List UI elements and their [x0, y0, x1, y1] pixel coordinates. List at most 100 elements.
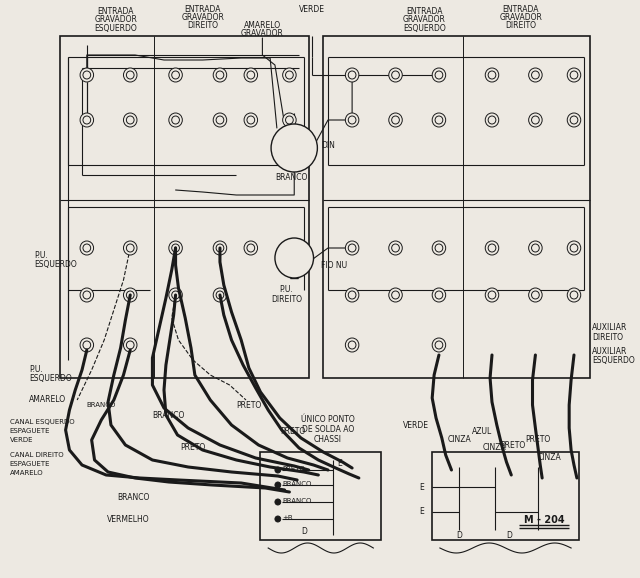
Text: VERDE: VERDE [299, 6, 324, 14]
Circle shape [124, 68, 137, 82]
Circle shape [291, 156, 298, 164]
Text: DIN: DIN [321, 142, 335, 150]
Circle shape [485, 68, 499, 82]
Text: GRAVADOR: GRAVADOR [403, 16, 446, 24]
Circle shape [567, 241, 580, 255]
Circle shape [80, 338, 93, 352]
Circle shape [529, 113, 542, 127]
Circle shape [275, 499, 281, 505]
Circle shape [485, 288, 499, 302]
Circle shape [432, 113, 445, 127]
Circle shape [388, 241, 403, 255]
Bar [60, 36, 308, 378]
Text: ENTRADA: ENTRADA [406, 8, 443, 17]
Text: BRANCO: BRANCO [86, 402, 116, 408]
Circle shape [169, 113, 182, 127]
Circle shape [300, 246, 308, 254]
Text: ESQUERDO: ESQUERDO [94, 24, 137, 32]
Circle shape [124, 113, 137, 127]
Text: PRETO: PRETO [236, 402, 262, 410]
Text: D: D [506, 531, 512, 539]
Bar [432, 452, 579, 540]
Text: CINZA: CINZA [483, 443, 507, 453]
Circle shape [432, 68, 445, 82]
Text: PRETO: PRETO [525, 435, 551, 444]
Circle shape [213, 68, 227, 82]
Text: ESQUERDO: ESQUERDO [29, 373, 72, 383]
Text: DIREITO: DIREITO [187, 21, 218, 31]
Text: CHASSI: CHASSI [314, 435, 342, 444]
Circle shape [124, 338, 137, 352]
Text: CINZA: CINZA [538, 454, 561, 462]
Text: DIREITO: DIREITO [271, 295, 302, 303]
Text: E: E [420, 483, 424, 491]
Text: ENTRADA: ENTRADA [502, 6, 539, 14]
Text: E: E [420, 507, 424, 517]
Circle shape [271, 124, 317, 172]
Text: BRANCO: BRANCO [117, 494, 150, 502]
Circle shape [567, 68, 580, 82]
Circle shape [346, 113, 359, 127]
Text: AMARELO: AMARELO [10, 470, 44, 476]
Text: AMARELO: AMARELO [244, 21, 281, 31]
Circle shape [567, 288, 580, 302]
Circle shape [529, 288, 542, 302]
Circle shape [275, 467, 281, 473]
Text: PRETO: PRETO [280, 428, 305, 436]
Text: BRANCO: BRANCO [283, 481, 312, 487]
Circle shape [124, 241, 137, 255]
Circle shape [275, 238, 314, 278]
Text: DE SOLDA AO: DE SOLDA AO [302, 425, 354, 435]
Circle shape [388, 288, 403, 302]
Text: CANAL DIREITO: CANAL DIREITO [10, 452, 63, 458]
Text: ÚNICO PONTO: ÚNICO PONTO [301, 416, 355, 424]
Circle shape [80, 288, 93, 302]
Text: M - 204: M - 204 [524, 515, 564, 525]
Text: CINZA: CINZA [447, 435, 471, 444]
Circle shape [273, 146, 281, 154]
Circle shape [529, 68, 542, 82]
Text: D: D [301, 528, 307, 536]
Circle shape [388, 113, 403, 127]
Text: P.U.: P.U. [34, 250, 47, 260]
Bar [260, 452, 381, 540]
Circle shape [529, 241, 542, 255]
Text: P.U.: P.U. [280, 286, 293, 295]
Text: CANAL ESQUERDO: CANAL ESQUERDO [10, 419, 74, 425]
Text: FIO NU: FIO NU [321, 261, 348, 271]
Text: +B: +B [283, 515, 293, 521]
Text: ENTRADA: ENTRADA [184, 6, 221, 14]
Text: AZUL: AZUL [472, 428, 492, 436]
Circle shape [485, 113, 499, 127]
Bar [323, 36, 590, 378]
Text: ESQUERDO: ESQUERDO [403, 24, 446, 32]
Text: ENTRADA: ENTRADA [97, 8, 134, 17]
Circle shape [388, 68, 403, 82]
Circle shape [244, 68, 257, 82]
Text: BRANCO: BRANCO [275, 173, 307, 183]
Text: PRETO: PRETO [180, 443, 205, 453]
Circle shape [432, 241, 445, 255]
Circle shape [80, 241, 93, 255]
Circle shape [244, 241, 257, 255]
Circle shape [244, 113, 257, 127]
Circle shape [300, 134, 308, 142]
Circle shape [346, 338, 359, 352]
Circle shape [432, 338, 445, 352]
Text: PRETO: PRETO [283, 466, 305, 472]
Text: GRAVADOR: GRAVADOR [241, 29, 284, 39]
Circle shape [283, 241, 296, 255]
Circle shape [213, 288, 227, 302]
Text: GRAVADOR: GRAVADOR [499, 13, 542, 23]
Circle shape [281, 246, 289, 254]
Text: VERMELHO: VERMELHO [107, 516, 150, 524]
Circle shape [567, 113, 580, 127]
Text: ESQUERDO: ESQUERDO [592, 357, 635, 365]
Circle shape [432, 288, 445, 302]
Circle shape [346, 241, 359, 255]
Circle shape [169, 68, 182, 82]
Text: D: D [456, 531, 462, 539]
Text: VERDE: VERDE [403, 421, 429, 429]
Text: VERDE: VERDE [10, 437, 33, 443]
Text: DIREITO: DIREITO [506, 21, 536, 31]
